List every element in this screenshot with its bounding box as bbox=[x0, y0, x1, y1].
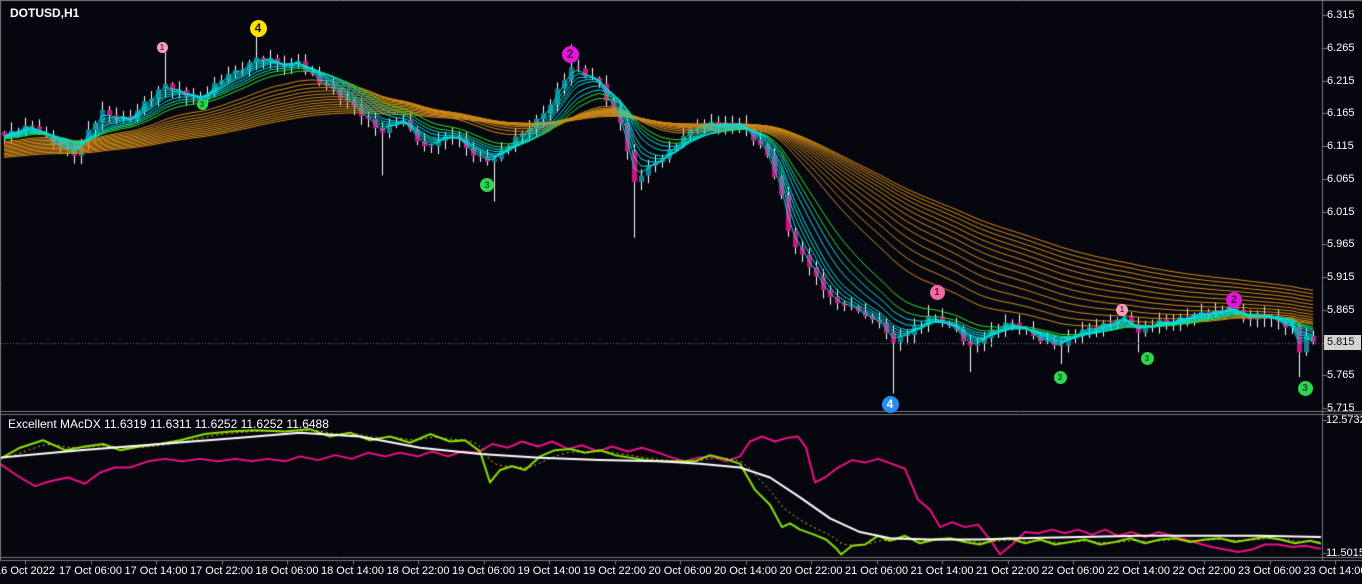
price-axis-label: 6.065 bbox=[1327, 172, 1355, 185]
time-axis-label: 23 Oct 14:00 bbox=[1303, 565, 1362, 577]
time-axis-label: 23 Oct 06:00 bbox=[1238, 565, 1301, 577]
symbol-title: DOTUSD,H1 bbox=[10, 6, 80, 20]
time-axis-label: 19 Oct 22:00 bbox=[583, 565, 646, 577]
price-axis-label: 6.165 bbox=[1327, 107, 1355, 120]
signal-marker-2-10[interactable]: 2 bbox=[1226, 291, 1242, 308]
current-price-tag: 5.815 bbox=[1324, 335, 1361, 350]
signal-marker-2-3[interactable]: 2 bbox=[561, 45, 579, 63]
price-axis-label: 5.965 bbox=[1327, 238, 1355, 251]
indicator-axis-label: 12.5732 bbox=[1326, 414, 1362, 426]
signal-marker-4-1[interactable]: 4 bbox=[249, 20, 267, 38]
time-axis-label: 17 Oct 06:00 bbox=[59, 565, 122, 577]
indicator-axis-label: 11.5015 bbox=[1326, 547, 1362, 559]
time-axis-label: 19 Oct 14:00 bbox=[517, 565, 581, 577]
price-axis-label: 6.315 bbox=[1327, 9, 1355, 21]
price-axis-label: 5.915 bbox=[1327, 271, 1355, 283]
time-axis-label: 17 Oct 14:00 bbox=[124, 565, 188, 577]
price-axis-label: 5.765 bbox=[1327, 369, 1355, 382]
signal-marker-1-7[interactable]: 1 bbox=[1116, 303, 1128, 316]
time-axis-label: 22 Oct 22:00 bbox=[1172, 565, 1236, 577]
price-axis-label: 5.865 bbox=[1327, 303, 1355, 316]
time-axis-label: 21 Oct 06:00 bbox=[845, 565, 908, 577]
time-axis-label: 16 Oct 2022 bbox=[0, 565, 55, 577]
time-axis-label: 20 Oct 14:00 bbox=[714, 565, 777, 577]
price-axis-label: 6.115 bbox=[1327, 140, 1354, 152]
indicator-title: Excellent MAcDX 11.6319 11.6311 11.6252 … bbox=[8, 417, 329, 431]
price-axis-label: 6.215 bbox=[1327, 74, 1355, 87]
time-axis-label: 21 Oct 14:00 bbox=[910, 565, 974, 577]
price-axis-label: 5.715 bbox=[1327, 402, 1355, 414]
time-axis-label: 22 Oct 14:00 bbox=[1107, 565, 1170, 577]
time-axis-label: 18 Oct 14:00 bbox=[321, 565, 384, 577]
signal-marker-3-4[interactable]: 3 bbox=[480, 178, 494, 193]
time-axis-label: 18 Oct 06:00 bbox=[255, 565, 319, 577]
time-axis-label: 21 Oct 22:00 bbox=[976, 565, 1039, 577]
price-axis-label: 6.015 bbox=[1327, 205, 1355, 218]
signal-marker-3-8[interactable]: 3 bbox=[1053, 370, 1067, 384]
signal-marker-3-9[interactable]: 3 bbox=[1140, 351, 1154, 365]
signal-marker-1-5[interactable]: 1 bbox=[929, 284, 945, 300]
time-axis-label: 22 Oct 06:00 bbox=[1041, 565, 1105, 577]
time-axis-label: 19 Oct 06:00 bbox=[452, 565, 515, 577]
time-axis-label: 17 Oct 22:00 bbox=[190, 565, 253, 577]
price-axis-label: 6.265 bbox=[1327, 41, 1355, 54]
time-axis-label: 18 Oct 22:00 bbox=[386, 565, 450, 577]
signal-marker-1-0[interactable]: 1 bbox=[156, 41, 168, 53]
time-axis-label: 20 Oct 06:00 bbox=[648, 565, 712, 577]
signal-marker-3-2[interactable]: 3 bbox=[196, 98, 208, 110]
time-axis-label: 20 Oct 22:00 bbox=[779, 565, 843, 577]
signal-marker-4-6[interactable]: 4 bbox=[881, 395, 899, 413]
signal-marker-3-11[interactable]: 3 bbox=[1297, 380, 1313, 396]
